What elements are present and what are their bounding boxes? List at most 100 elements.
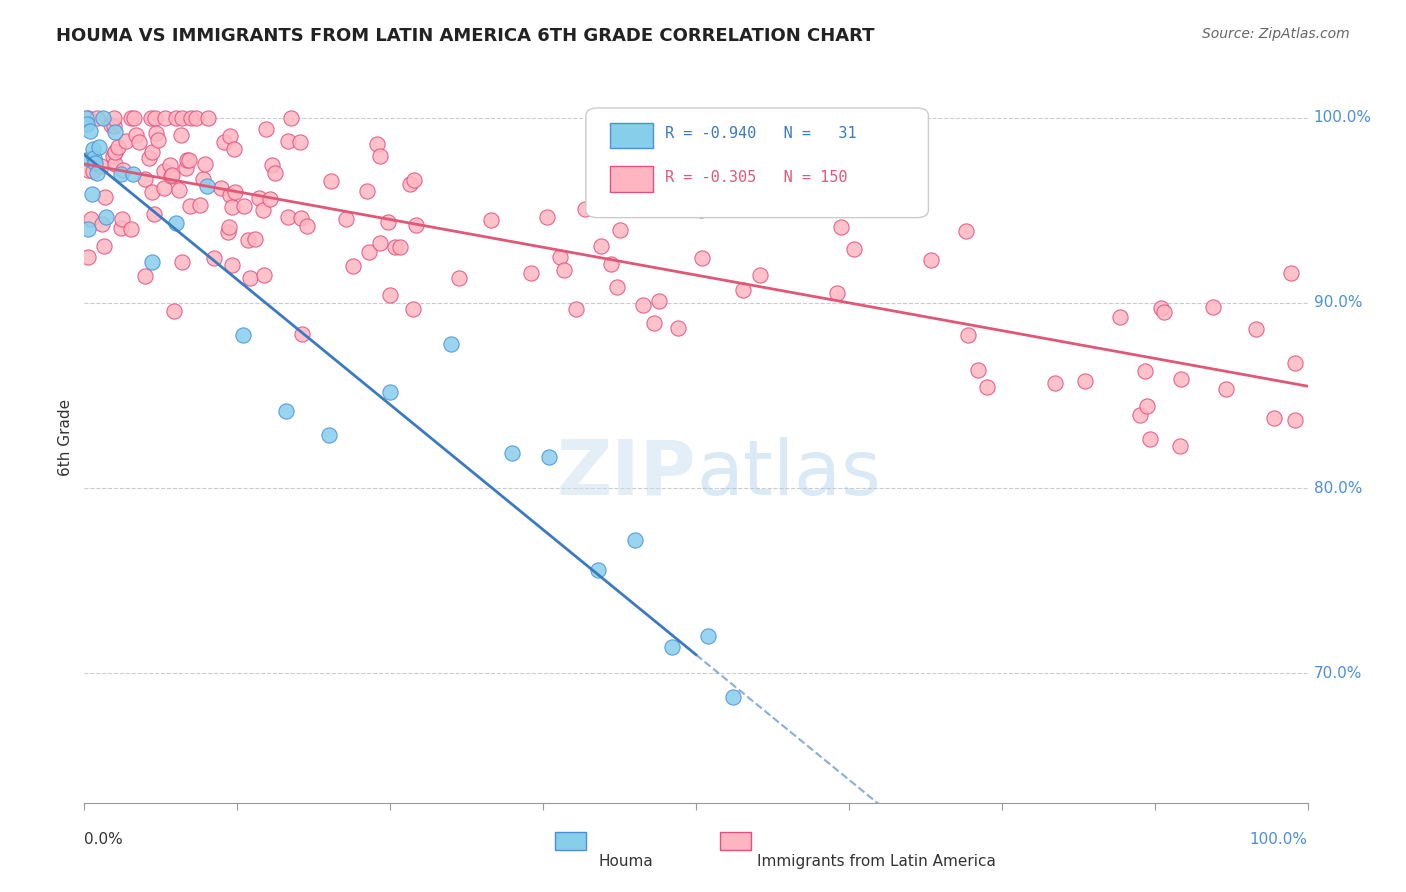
Point: [631, 298, 654, 312]
Point: [120, 111, 142, 125]
Point: [733, 283, 755, 297]
Point: [77, 163, 100, 178]
Point: [370, 149, 392, 163]
FancyBboxPatch shape: [586, 108, 928, 218]
Point: [606, 280, 628, 294]
Point: [825, 286, 848, 301]
Point: [538, 450, 561, 465]
Point: [90, 217, 112, 231]
Point: [276, 404, 298, 418]
Point: [359, 245, 381, 260]
Point: [125, 128, 148, 142]
Point: [1129, 409, 1152, 423]
Point: [217, 225, 239, 239]
Point: [193, 172, 215, 186]
Point: [1170, 371, 1192, 385]
Point: [277, 210, 299, 224]
Point: [277, 134, 299, 148]
Point: [160, 169, 183, 183]
Point: [404, 172, 426, 186]
Text: 90.0%: 90.0%: [1313, 295, 1362, 310]
Point: [145, 127, 167, 141]
Point: [264, 165, 287, 179]
Point: [86, 111, 108, 125]
Point: [609, 223, 631, 237]
Point: [179, 199, 201, 213]
Point: [1244, 321, 1267, 335]
Point: [104, 145, 127, 159]
Point: [254, 121, 277, 136]
Point: [956, 327, 979, 342]
Point: [502, 445, 524, 459]
Point: [384, 240, 406, 254]
Point: [1136, 399, 1159, 413]
Point: [139, 111, 162, 125]
Point: [101, 149, 124, 163]
Point: [661, 640, 683, 655]
Point: [288, 136, 311, 150]
Text: HOUMA VS IMMIGRANTS FROM LATIN AMERICA 6TH GRADE CORRELATION CHART: HOUMA VS IMMIGRANTS FROM LATIN AMERICA 6…: [56, 27, 875, 45]
Point: [222, 142, 245, 156]
Point: [202, 251, 225, 265]
Point: [967, 363, 990, 377]
Point: [165, 111, 187, 125]
Point: [955, 224, 977, 238]
Point: [77, 222, 100, 236]
Y-axis label: 6th Grade: 6th Grade: [58, 399, 73, 475]
Point: [197, 111, 219, 125]
Text: atlas: atlas: [696, 437, 880, 510]
Point: [1139, 432, 1161, 446]
Point: [80, 187, 103, 202]
Point: [565, 301, 588, 316]
Point: [188, 198, 211, 212]
Point: [377, 214, 399, 228]
Text: 100.0%: 100.0%: [1250, 832, 1308, 847]
FancyBboxPatch shape: [610, 167, 654, 192]
Point: [110, 221, 132, 235]
Point: [219, 188, 242, 202]
Text: 80.0%: 80.0%: [1313, 481, 1362, 495]
Point: [342, 259, 364, 273]
Point: [447, 271, 470, 285]
Point: [103, 111, 125, 125]
Point: [1215, 382, 1237, 396]
Point: [91, 111, 114, 125]
Point: [138, 151, 160, 165]
Point: [624, 533, 647, 547]
Point: [388, 240, 411, 254]
Point: [239, 270, 262, 285]
Point: [245, 232, 267, 246]
Point: [666, 320, 689, 334]
Point: [356, 184, 378, 198]
Point: [83, 151, 105, 165]
Point: [176, 153, 198, 168]
Text: ZIP: ZIP: [557, 437, 696, 510]
Point: [122, 167, 145, 181]
Point: [1045, 376, 1067, 391]
Point: [128, 135, 150, 149]
Point: [141, 255, 163, 269]
Point: [104, 157, 127, 171]
Point: [134, 268, 156, 283]
Text: 70.0%: 70.0%: [1313, 665, 1362, 681]
Point: [586, 563, 609, 577]
Point: [252, 203, 274, 218]
Point: [77, 250, 100, 264]
Point: [1109, 310, 1132, 325]
Point: [380, 385, 402, 400]
Point: [90, 160, 112, 174]
Point: [1074, 374, 1097, 388]
Point: [591, 238, 613, 252]
Point: [159, 158, 181, 172]
Point: [1284, 356, 1306, 370]
Point: [1263, 410, 1285, 425]
Point: [114, 134, 136, 148]
Point: [103, 120, 125, 134]
Text: Immigrants from Latin America: Immigrants from Latin America: [758, 854, 995, 869]
Point: [165, 216, 187, 230]
Point: [153, 163, 176, 178]
Point: [479, 212, 502, 227]
Point: [236, 233, 259, 247]
Point: [232, 199, 254, 213]
Point: [80, 211, 103, 226]
